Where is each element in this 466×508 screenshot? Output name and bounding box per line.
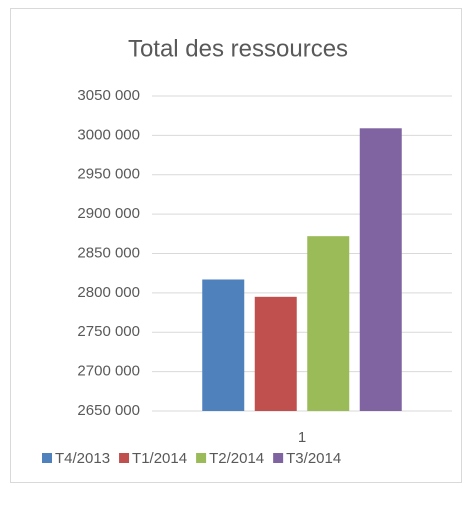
legend-swatch bbox=[196, 453, 207, 463]
legend-label: T4/2013 bbox=[55, 450, 110, 467]
bar bbox=[359, 128, 402, 411]
bar bbox=[254, 296, 297, 411]
y-tick-label: 3000 000 bbox=[77, 126, 140, 143]
y-tick-label: 2950 000 bbox=[77, 166, 140, 183]
y-tick-label: 2900 000 bbox=[77, 205, 140, 222]
y-tick-label: 2700 000 bbox=[77, 363, 140, 380]
y-tick-label: 2800 000 bbox=[77, 284, 140, 301]
legend-swatch bbox=[273, 453, 284, 463]
legend-swatch bbox=[119, 453, 130, 463]
chart-title: Total des ressources bbox=[128, 35, 348, 62]
legend-label: T2/2014 bbox=[209, 450, 264, 467]
x-tick-label: 1 bbox=[298, 429, 306, 446]
y-tick-label: 2850 000 bbox=[77, 244, 140, 261]
bar bbox=[307, 236, 350, 411]
legend-label: T3/2014 bbox=[286, 450, 341, 467]
bar bbox=[202, 279, 245, 411]
y-tick-label: 2650 000 bbox=[77, 402, 140, 419]
legend-swatch bbox=[42, 453, 52, 463]
y-tick-label: 3050 000 bbox=[77, 87, 140, 104]
legend-label: T1/2014 bbox=[132, 450, 187, 467]
y-tick-label: 2750 000 bbox=[77, 323, 140, 340]
